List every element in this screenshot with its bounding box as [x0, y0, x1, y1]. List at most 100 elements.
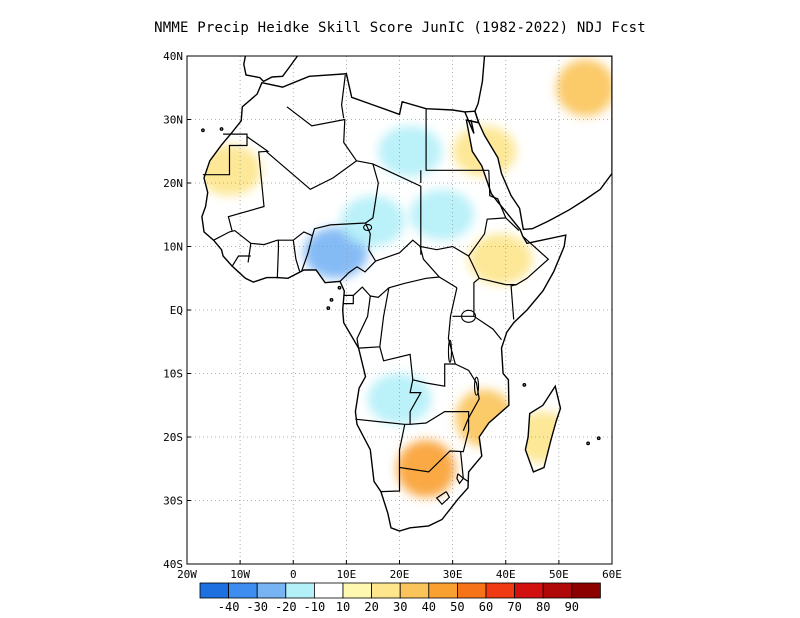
axis-ticks: 20W 10W 0 10E 20E 30E 40E 50E 60E 40N 30N 20N 10N EQ 1…	[163, 50, 622, 581]
border-30	[510, 284, 517, 320]
colorbar-label: -40	[218, 600, 240, 614]
skill-area-1	[303, 227, 368, 279]
border-1	[202, 133, 248, 176]
colorbar-label: 70	[507, 600, 521, 614]
colorbar-swatch	[571, 582, 601, 599]
colorbar-label: 40	[422, 600, 436, 614]
border-33	[380, 467, 401, 493]
island-5	[586, 441, 590, 446]
skill-area-10	[511, 411, 575, 463]
skill-area-6	[452, 125, 517, 177]
border-25	[404, 287, 458, 425]
lon-tick-label: 50E	[549, 568, 569, 581]
border-15	[213, 229, 314, 271]
island-9	[337, 285, 342, 290]
colorbar: -40 -30 -20 -10 10 20 30 40 50 60 70 80 90	[199, 582, 601, 614]
colorbar-swatch	[285, 582, 315, 599]
border-36	[456, 473, 465, 485]
colorbar-label: -30	[246, 600, 268, 614]
skill-area-8	[396, 440, 456, 498]
border-2	[227, 136, 270, 232]
border-24	[358, 287, 390, 349]
plot-area	[187, 56, 612, 564]
lat-tick-label: 30N	[163, 114, 183, 127]
colorbar-label: 80	[536, 600, 550, 614]
border-9	[339, 222, 377, 282]
colorbar-label: 10	[336, 600, 350, 614]
border-13	[468, 217, 506, 257]
border-29	[473, 277, 480, 317]
lon-tick-label: 20E	[390, 568, 410, 581]
sinai-coastline	[464, 110, 480, 124]
island-8	[329, 297, 334, 302]
island-2	[201, 128, 205, 133]
colorbar-label: -10	[304, 600, 326, 614]
africa-coastline	[201, 73, 567, 532]
border-32	[398, 411, 470, 473]
skill-area-4	[378, 125, 442, 177]
lat-tick-label: 30S	[163, 495, 183, 508]
border-5	[340, 74, 346, 119]
border-17	[276, 240, 279, 279]
border-10	[375, 239, 480, 279]
island-4	[522, 383, 527, 387]
border-16	[247, 243, 252, 263]
border-6	[425, 108, 489, 171]
lat-tick-label: 10S	[163, 368, 183, 381]
colorbar-swatch	[256, 582, 287, 599]
lat-tick-label: 20S	[163, 431, 183, 444]
colorbar-swatch	[428, 582, 458, 599]
skill-area-7	[556, 59, 612, 117]
arabia-coastline	[465, 56, 612, 231]
border-26	[355, 418, 405, 425]
colorbar-label: 20	[364, 600, 378, 614]
lat-tick-label: 20N	[163, 177, 183, 190]
colorbar-swatch	[313, 582, 344, 599]
lake-malawi	[473, 376, 480, 396]
gridlines	[187, 56, 612, 564]
colorbar-label: 50	[450, 600, 464, 614]
border-14	[479, 235, 550, 286]
coastlines-borders	[201, 56, 612, 532]
lat-tick-label: EQ	[170, 304, 183, 317]
border-12	[488, 170, 520, 232]
lon-tick-label: 60E	[602, 568, 622, 581]
border-28	[452, 315, 502, 341]
colorbar-swatch	[342, 582, 373, 599]
skill-area-2	[341, 195, 405, 247]
lon-tick-label: 10E	[336, 568, 356, 581]
border-3	[266, 106, 358, 191]
iberia-coastline	[243, 56, 299, 83]
colorbar-swatch	[399, 582, 430, 599]
border-18	[292, 240, 301, 272]
colorbar-label: -20	[275, 600, 297, 614]
border-19	[231, 255, 251, 267]
border-4	[356, 160, 422, 255]
skill-area-13	[468, 233, 533, 285]
lat-tick-label: 10N	[163, 241, 183, 254]
lon-tick-label: 0	[290, 568, 297, 581]
border-27	[379, 346, 414, 380]
lake-victoria	[461, 309, 477, 323]
border-22	[352, 286, 371, 297]
island-3	[219, 127, 224, 131]
lon-tick-label: 10W	[230, 568, 250, 581]
lon-tick-label: 40E	[496, 568, 516, 581]
lon-tick-label: 20W	[177, 568, 197, 581]
colorbar-label: 30	[393, 600, 407, 614]
skill-area-12	[388, 303, 453, 355]
colorbar-label: 60	[479, 600, 493, 614]
chart-title: NMME Precip Heidke Skill Score JunIC (19…	[154, 20, 646, 36]
lat-tick-label: 40N	[163, 50, 183, 63]
lat-tick-label: 40S	[163, 558, 183, 571]
colorbar-swatch	[228, 582, 258, 599]
colorbar-swatch	[199, 582, 230, 599]
skill-fields	[201, 59, 612, 498]
colorbar-swatch	[542, 582, 573, 599]
skill-area-3	[410, 189, 474, 241]
lake-tanganyika	[447, 339, 453, 363]
skill-area-9	[455, 389, 514, 447]
colorbar-label: 90	[565, 600, 579, 614]
colorbar-swatch	[485, 582, 516, 599]
colorbar-swatch	[371, 582, 401, 599]
